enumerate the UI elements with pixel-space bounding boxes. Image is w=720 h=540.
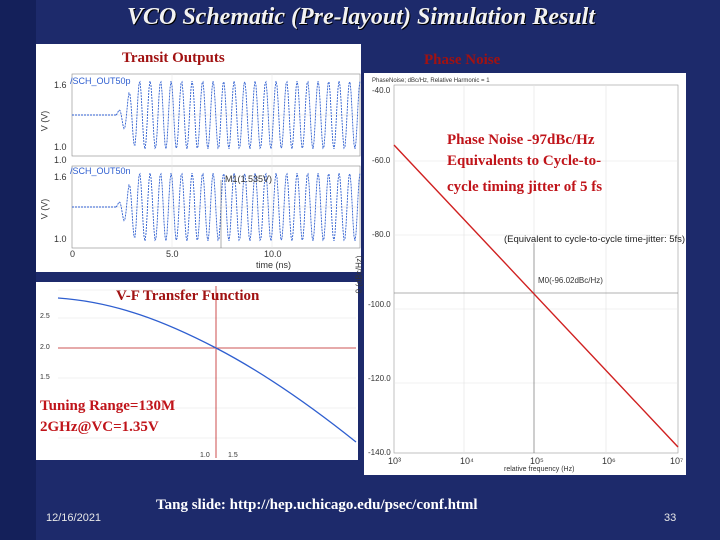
bottom-trace-name: /SCH_OUT50n [70,166,131,176]
pn-y-axis-label: 0 (dBc/Hz) [354,255,364,294]
pn-x-tick-5: 10⁷ [670,456,684,466]
bottom-y-axis-label: V (V) [39,198,50,220]
phase-noise-plot [393,84,679,454]
phase-noise-note-3: cycle timing jitter of 5 fs [447,179,603,195]
bottom-y-tick-1: 1.0 [54,155,67,165]
bottom-y-tick-3: 1.0 [54,234,67,244]
phase-noise-note-1: Phase Noise -97dBc/Hz [447,132,595,148]
top-y-tick-1: 1.6 [54,80,67,90]
pn-y-tick-1: -40.0 [372,86,391,95]
x-tick-0: 0 [70,249,76,259]
pn-y-tick-6: -140.0 [368,448,391,457]
phase-noise-note-2: Equivalents to Cycle-to- [447,153,602,169]
pn-x-tick-3: 10⁵ [530,456,544,466]
vf-x-tick-2: 1.5 [228,452,238,459]
phase-noise-label: Phase Noise [424,52,501,68]
x-tick-10: 10.0 [264,249,282,259]
tuning-range-note: Tuning Range=130M [40,398,176,414]
pn-y-tick-4: -100.0 [368,300,391,309]
left-edge-band [0,0,36,540]
pn-x-axis-label: relative frequency (Hz) [504,466,575,473]
phase-noise-legend: PhaseNoise; dBc/Hz, Relative Harmonic = … [372,78,490,84]
slide-title: VCO Schematic (Pre-layout) Simulation Re… [126,4,596,30]
pn-y-tick-3: -80.0 [372,230,391,239]
top-y-axis-label: V (V) [39,110,50,132]
vf-transfer-panel [36,282,358,460]
vf-transfer-plot [57,286,357,458]
pn-x-tick-2: 10⁴ [460,456,474,466]
pn-marker-label: M0(-96.02dBc/Hz) [538,276,603,285]
time-axis-label: time (ns) [256,260,292,270]
page-number: 33 [664,512,677,524]
bottom-y-tick-2: 1.6 [54,172,67,182]
vf-y-tick-1: 2.5 [40,313,50,320]
pn-x-tick-1: 10³ [388,456,402,466]
pn-y-tick-5: -120.0 [368,374,391,383]
top-trace-name: /SCH_OUT50p [70,76,131,86]
pn-y-tick-2: -60.0 [372,156,391,165]
pn-x-tick-4: 10⁶ [602,456,616,466]
vf-transfer-label: V-F Transfer Function [116,288,260,304]
vf-y-tick-3: 1.5 [40,374,50,381]
vf-y-tick-2: 2.0 [40,344,50,351]
transit-marker-label: M1(1.535V) [225,174,273,184]
transit-outputs-label: Transit Outputs [122,50,225,66]
top-y-tick-2: 1.0 [54,142,67,152]
source-citation: Tang slide: http://hep.uchicago.edu/psec… [156,497,478,513]
pn-jitter-annotation: (Equivalent to cycle-to-cycle time-jitte… [504,234,686,245]
slide-date: 12/16/2021 [46,512,102,524]
x-tick-5: 5.0 [166,249,179,259]
vc-frequency-note: 2GHz@VC=1.35V [40,419,159,435]
vf-x-tick-1: 1.0 [200,452,210,459]
transit-outputs-plot [71,73,361,249]
